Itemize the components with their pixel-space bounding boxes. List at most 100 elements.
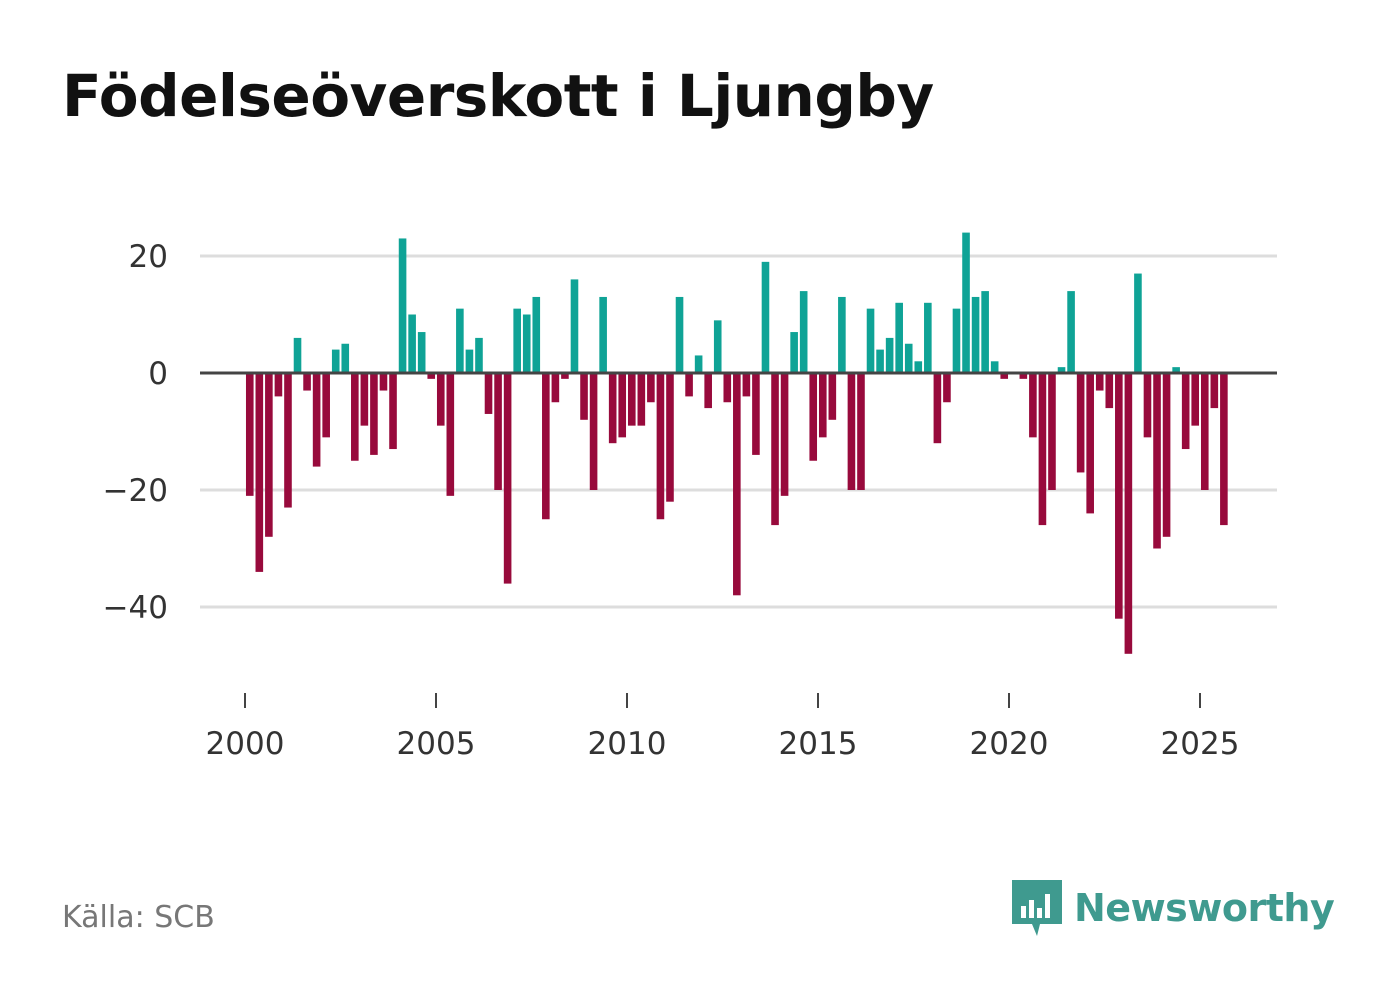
bar-negative (561, 373, 569, 379)
bar-positive (694, 355, 703, 373)
bar-negative (637, 373, 646, 426)
brand-logo[interactable]: Newsworthy (1010, 878, 1335, 938)
bar-negative (255, 373, 264, 572)
y-tick-label: −40 (103, 590, 168, 626)
bar-negative (809, 373, 818, 461)
source-note: Källa: SCB (62, 900, 215, 935)
bar-negative (656, 373, 665, 520)
bar-negative (494, 373, 502, 490)
bar-negative (780, 373, 789, 496)
bar-negative (828, 373, 837, 420)
bar-negative (1086, 373, 1094, 514)
axes: 20 0 −20 −40 2000 2005 2010 2015 2020 2025 (103, 239, 1240, 762)
bar-positive (838, 296, 846, 373)
bar-negative (389, 373, 397, 450)
bar-negative (723, 373, 732, 403)
bar-positive (990, 361, 999, 373)
bar-negative (818, 373, 827, 438)
chart-title: Födelseöverskott i Ljungby (62, 62, 934, 130)
bar-negative (379, 373, 388, 391)
bar-negative (427, 373, 436, 379)
bar-positive (341, 343, 350, 373)
bar-negative (1038, 373, 1047, 526)
bar-negative (1191, 373, 1200, 426)
bar-positive (904, 343, 913, 373)
bar-negative (1181, 373, 1190, 450)
bar-negative (742, 373, 751, 397)
x-tick-label: 2000 (206, 726, 285, 762)
bar-negative (265, 373, 273, 537)
bar-positive (885, 337, 894, 373)
bars (245, 232, 1228, 654)
bar-negative (436, 373, 445, 426)
bar-negative (752, 373, 760, 455)
bar-negative (857, 373, 865, 490)
y-tick-label: 0 (148, 356, 168, 392)
x-tick-label: 2005 (397, 726, 476, 762)
bar-negative (274, 373, 283, 397)
bar-negative (943, 373, 951, 403)
bar-negative (446, 373, 455, 496)
bar-negative (370, 373, 378, 455)
bar-negative (351, 373, 359, 461)
bar-negative (1000, 373, 1009, 379)
bar-negative (685, 373, 693, 397)
bar-negative (627, 373, 636, 426)
x-tick-label: 2020 (970, 726, 1049, 762)
bar-positive (713, 320, 722, 373)
bar-positive (475, 337, 483, 373)
bar-negative (284, 373, 292, 508)
bar-positive (790, 332, 798, 373)
bar-positive (924, 302, 932, 373)
bar-positive (570, 279, 579, 373)
bar-positive (1134, 273, 1142, 373)
bar-negative (580, 373, 588, 420)
bar-positive (876, 349, 884, 373)
bar-negative (589, 373, 598, 490)
bar-negative (666, 373, 674, 502)
bar-positive (914, 361, 923, 373)
bar-negative (1220, 373, 1228, 526)
x-tick-label: 2010 (588, 726, 667, 762)
bar-positive (417, 332, 426, 373)
bar-negative (1200, 373, 1209, 490)
bar-negative (542, 373, 550, 520)
bar-negative (360, 373, 369, 426)
y-tick-label: −20 (103, 473, 168, 509)
bar-positive (866, 308, 875, 373)
bar-positive (952, 308, 961, 373)
bar-negative (1124, 373, 1133, 654)
bar-negative (303, 373, 311, 391)
bar-negative (847, 373, 856, 490)
bar-positive (532, 296, 541, 373)
bar-negative (1095, 373, 1104, 391)
x-tick-label: 2015 (779, 726, 858, 762)
bar-positive (599, 296, 607, 373)
bar-positive (761, 261, 770, 373)
bar-positive (799, 291, 808, 373)
bar-positive (1067, 291, 1075, 373)
bar-positive (1057, 367, 1066, 373)
bar-positive (408, 314, 416, 373)
bar-positive (456, 308, 464, 373)
bar-negative (618, 373, 627, 438)
bar-positive (971, 296, 980, 373)
bar-negative (733, 373, 741, 596)
bar-negative (245, 373, 254, 496)
bar-positive (895, 302, 903, 373)
bar-positive (522, 314, 531, 373)
bar-positive (398, 238, 407, 373)
x-tick-label: 2025 (1161, 726, 1240, 762)
bar-negative (1019, 373, 1028, 379)
bar-positive (513, 308, 521, 373)
bar-negative (1115, 373, 1123, 619)
newsworthy-logo-icon (1012, 880, 1062, 936)
bar-negative (322, 373, 330, 438)
bar-negative (1162, 373, 1171, 537)
bar-negative (704, 373, 712, 409)
bar-negative (1105, 373, 1114, 409)
bar-negative (312, 373, 321, 467)
bar-positive (331, 349, 340, 373)
bar-negative (647, 373, 655, 403)
